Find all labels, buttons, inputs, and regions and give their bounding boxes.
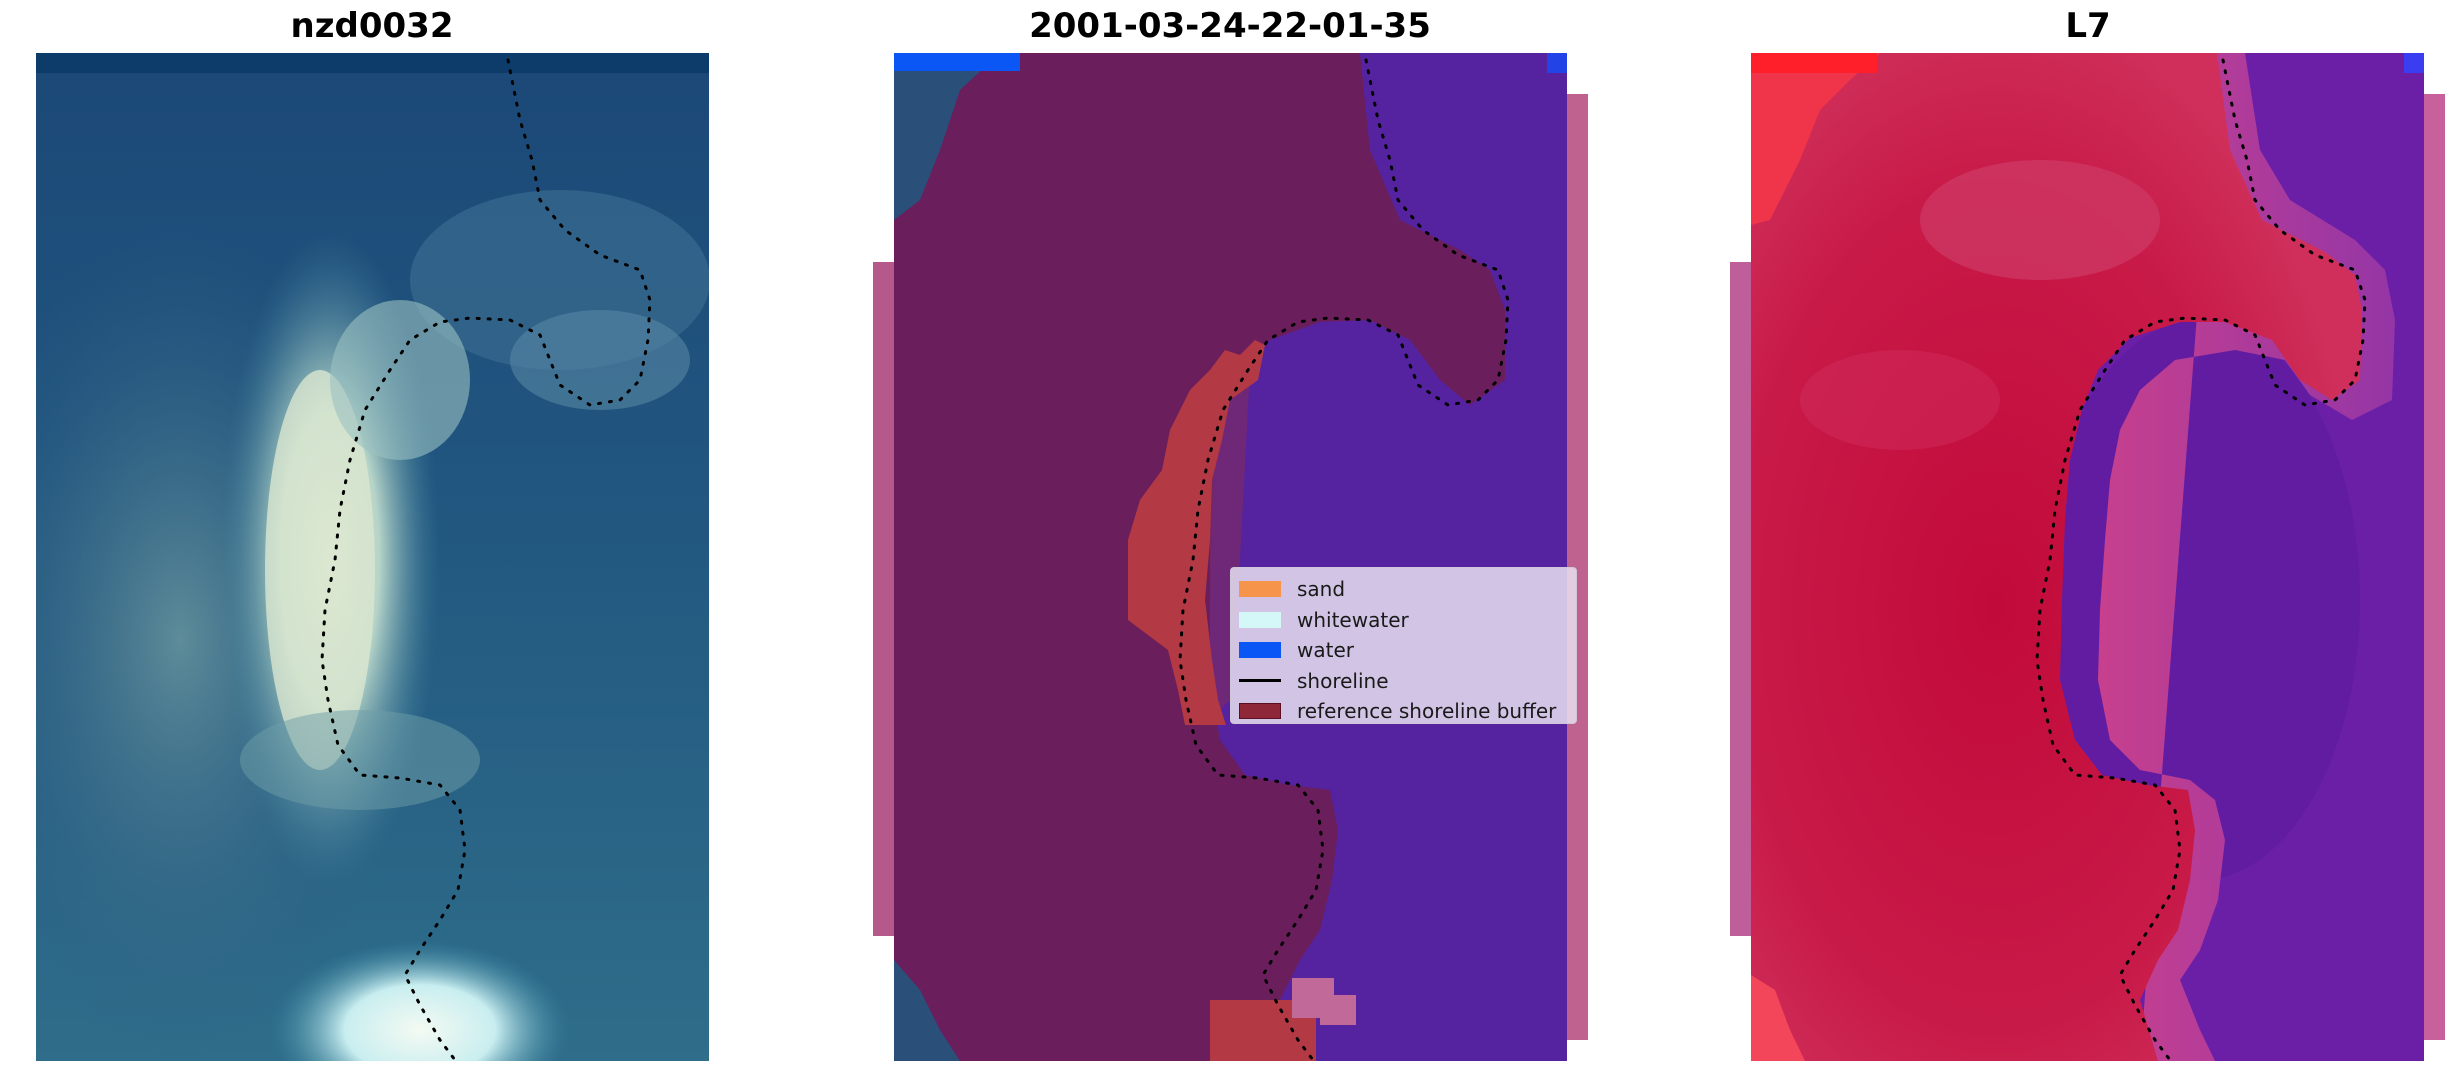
legend-line-shoreline bbox=[1239, 679, 1281, 683]
legend-label-buffer: reference shoreline buffer bbox=[1297, 699, 1557, 724]
rgb-bright-sand bbox=[220, 230, 440, 890]
index-strip-right bbox=[2424, 94, 2445, 1040]
legend-swatch-whitewater bbox=[1239, 611, 1281, 628]
legend-item-whitewater: whitewater bbox=[1239, 605, 1576, 636]
classified-land-region bbox=[894, 53, 1505, 1061]
index-water-region bbox=[1751, 53, 2424, 1061]
buffer-strip-left bbox=[873, 262, 894, 936]
index-edge-band bbox=[2098, 53, 2395, 1061]
legend-swatch-water bbox=[1239, 642, 1281, 659]
index-strip-left bbox=[1730, 262, 1751, 936]
panel-title-classified: 2001-03-24-22-01-35 bbox=[1029, 6, 1431, 46]
legend-label-shoreline: shoreline bbox=[1297, 668, 1389, 693]
legend-item-shoreline: shoreline bbox=[1239, 666, 1576, 697]
legend-item-water: water bbox=[1239, 635, 1576, 666]
legend-item-sand: sand bbox=[1239, 574, 1576, 605]
legend-item-buffer: reference shoreline buffer bbox=[1239, 696, 1576, 727]
legend-label-whitewater: whitewater bbox=[1297, 607, 1409, 632]
classified-water-region bbox=[894, 53, 1567, 1061]
legend-label-sand: sand bbox=[1297, 577, 1346, 602]
legend-swatch-sand bbox=[1239, 581, 1281, 598]
rgb-shoreline bbox=[320, 58, 652, 1062]
panel-title-index: L7 bbox=[2065, 6, 2111, 46]
rgb-bottom-whitewater bbox=[270, 940, 570, 1061]
rgb-image-base bbox=[36, 53, 709, 1061]
legend-label-water: water bbox=[1297, 638, 1354, 663]
classified-shoreline bbox=[1178, 58, 1510, 1062]
index-land-region bbox=[1751, 53, 2362, 1061]
panel-title-rgb: nzd0032 bbox=[290, 6, 454, 46]
legend-swatch-buffer bbox=[1239, 703, 1281, 720]
index-shoreline bbox=[2035, 58, 2367, 1062]
legend: sand whitewater water shoreline referenc… bbox=[1230, 567, 1577, 724]
